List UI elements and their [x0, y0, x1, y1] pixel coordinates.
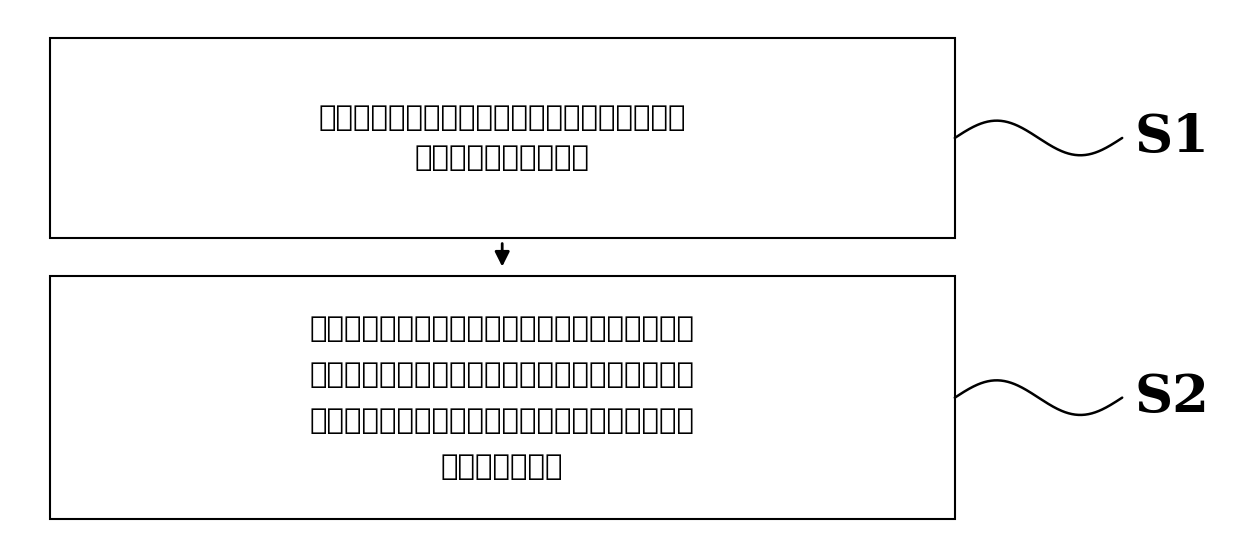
Text: 位和俯仰两个方向转动: 位和俯仰两个方向转动 — [414, 144, 590, 172]
Text: S2: S2 — [1135, 372, 1209, 423]
Text: 将红外热像仪安装在转台上，所述转台可以在方: 将红外热像仪安装在转台上，所述转台可以在方 — [319, 104, 686, 131]
Text: 地表物体的距离: 地表物体的距离 — [441, 453, 563, 480]
Text: S1: S1 — [1135, 113, 1209, 163]
Text: ，利用几何关系对数字高程图进行处理，得到红外: ，利用几何关系对数字高程图进行处理，得到红外 — [310, 361, 694, 388]
FancyBboxPatch shape — [50, 276, 955, 519]
FancyBboxPatch shape — [50, 38, 955, 238]
Text: 热像仪在各种方位角、俯仰角条件下沿光轴方向到: 热像仪在各种方位角、俯仰角条件下沿光轴方向到 — [310, 407, 694, 434]
Text: 用数字高程图，根据红外热像仪在空间的位置信息: 用数字高程图，根据红外热像仪在空间的位置信息 — [310, 315, 694, 342]
